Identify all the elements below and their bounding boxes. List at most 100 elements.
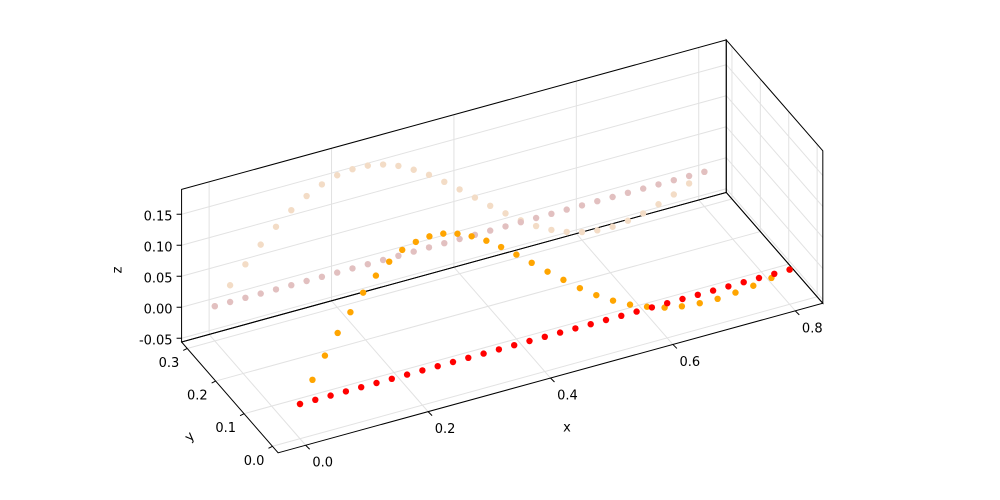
point	[303, 277, 310, 285]
point	[609, 297, 617, 304]
axis-box	[725, 38, 824, 305]
point	[517, 219, 524, 226]
point	[709, 287, 717, 294]
point	[410, 248, 417, 255]
point	[678, 303, 686, 310]
point	[609, 193, 616, 201]
point	[399, 246, 406, 254]
point	[771, 270, 778, 277]
point	[425, 244, 433, 251]
point	[379, 161, 387, 168]
point	[347, 308, 354, 316]
point	[755, 274, 763, 282]
z-tick-label: 0.10	[144, 241, 173, 256]
point	[373, 379, 380, 387]
point	[359, 289, 367, 296]
point	[468, 233, 475, 240]
grid-line	[725, 126, 824, 238]
point	[334, 269, 341, 276]
z-tick-label: 0.05	[144, 272, 173, 287]
point	[321, 352, 329, 359]
point	[449, 358, 457, 366]
grid-line	[208, 334, 307, 446]
grid-line	[181, 157, 727, 308]
point	[349, 265, 356, 272]
tick-mark	[427, 411, 433, 416]
point	[425, 171, 433, 179]
point	[670, 177, 677, 184]
grid-line	[725, 95, 824, 207]
point	[532, 214, 540, 222]
point	[364, 261, 371, 268]
grid-line	[181, 126, 727, 277]
point	[456, 186, 463, 193]
point	[725, 283, 732, 290]
point	[410, 166, 417, 173]
grid-line	[181, 188, 727, 339]
point	[696, 299, 703, 307]
point	[372, 272, 380, 279]
point	[327, 392, 334, 399]
point	[303, 192, 310, 200]
point	[454, 230, 461, 237]
point	[685, 180, 693, 187]
x-tick-label: 0.2	[435, 422, 456, 437]
point	[679, 295, 686, 303]
point	[480, 350, 487, 357]
point	[643, 303, 651, 310]
point	[441, 240, 448, 247]
z-axis-label: z	[111, 266, 126, 273]
point	[544, 268, 551, 275]
tick-mark	[211, 380, 216, 384]
point	[483, 237, 490, 244]
tick-mark	[268, 445, 273, 449]
point	[272, 286, 280, 293]
point	[594, 227, 601, 234]
point	[548, 210, 555, 217]
point	[309, 376, 316, 383]
point	[528, 259, 535, 266]
point	[548, 226, 555, 234]
point	[342, 388, 350, 395]
point	[226, 298, 234, 306]
point	[740, 279, 747, 286]
point	[701, 168, 708, 175]
tick-mark	[672, 344, 678, 349]
point	[732, 289, 739, 296]
point	[594, 198, 601, 205]
point	[513, 251, 520, 258]
point	[750, 282, 757, 289]
tick-mark	[239, 413, 245, 417]
point	[578, 202, 586, 209]
grid-line	[215, 231, 761, 382]
point	[626, 301, 634, 308]
point	[502, 210, 509, 217]
y-tick-label: 0.1	[215, 421, 236, 436]
point	[532, 222, 540, 230]
point	[576, 284, 584, 292]
point	[541, 333, 548, 340]
x-tick-label: 0.8	[802, 321, 823, 336]
point	[419, 367, 426, 374]
point	[257, 290, 264, 297]
point	[272, 223, 280, 230]
grid-line	[725, 64, 824, 176]
z-tick-label: 0.15	[144, 210, 173, 225]
tick-mark	[183, 348, 188, 351]
point	[602, 316, 610, 324]
point	[440, 230, 447, 237]
grid-line	[181, 64, 727, 215]
x-tick-label: 0.6	[680, 355, 701, 370]
point	[511, 342, 518, 349]
grid-line	[725, 188, 824, 300]
point	[655, 201, 662, 208]
point	[655, 181, 662, 188]
tick-mark	[550, 377, 555, 383]
y-axis-label: y	[182, 429, 198, 445]
point	[288, 206, 295, 214]
point	[312, 396, 319, 403]
point	[664, 300, 671, 307]
point	[242, 294, 249, 301]
